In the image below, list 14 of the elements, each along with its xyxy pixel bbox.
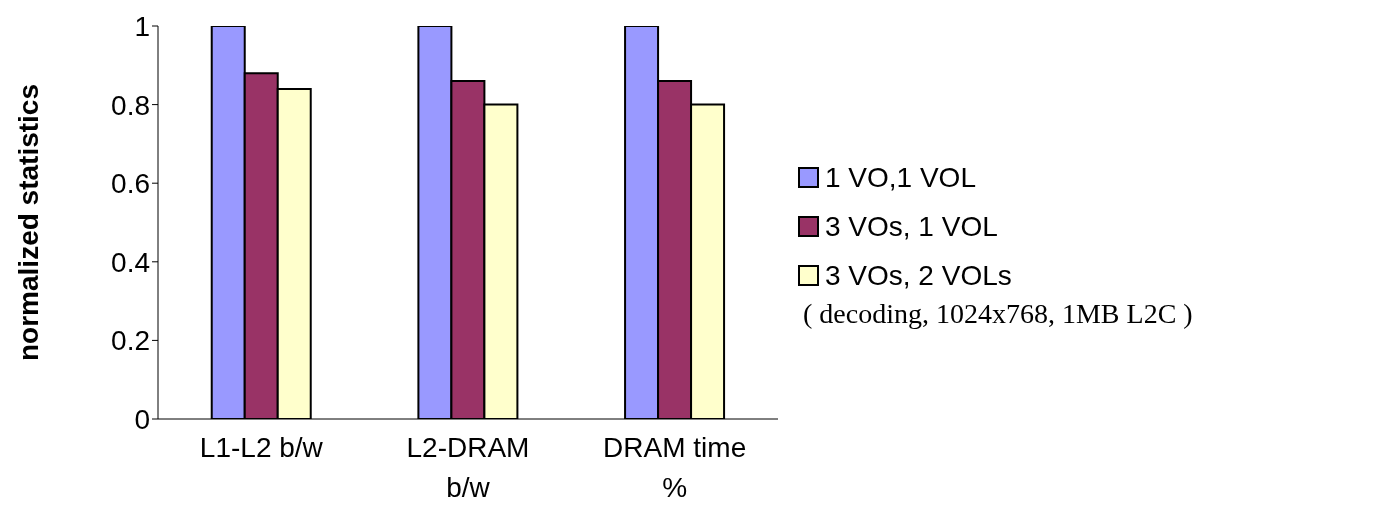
y-tick-label: 1: [134, 10, 150, 42]
y-axis-title: normalized statistics: [12, 84, 44, 361]
legend-label: 3 VOs, 1 VOL: [825, 210, 998, 244]
text: ( decoding, 1024x768, 1MB L2C ): [803, 298, 1193, 330]
legend-label: 3 VOs, 2 VOLs: [825, 260, 1012, 291]
y-tick-label: 0.8: [111, 89, 150, 121]
y-tick-label: 0.2: [111, 325, 150, 357]
x-tick-label: L1-L2 b/w: [199, 432, 324, 463]
x-tick-label: L2-DRAM b/w: [406, 432, 530, 503]
legend-label: 1 VO,1 VOL: [825, 161, 976, 195]
y-tick-label: 0.4: [111, 246, 150, 278]
y-tick-label: 0: [134, 403, 150, 435]
y-tick-label: 0.6: [111, 168, 150, 200]
x-tick-label: DRAM time %: [603, 432, 747, 503]
